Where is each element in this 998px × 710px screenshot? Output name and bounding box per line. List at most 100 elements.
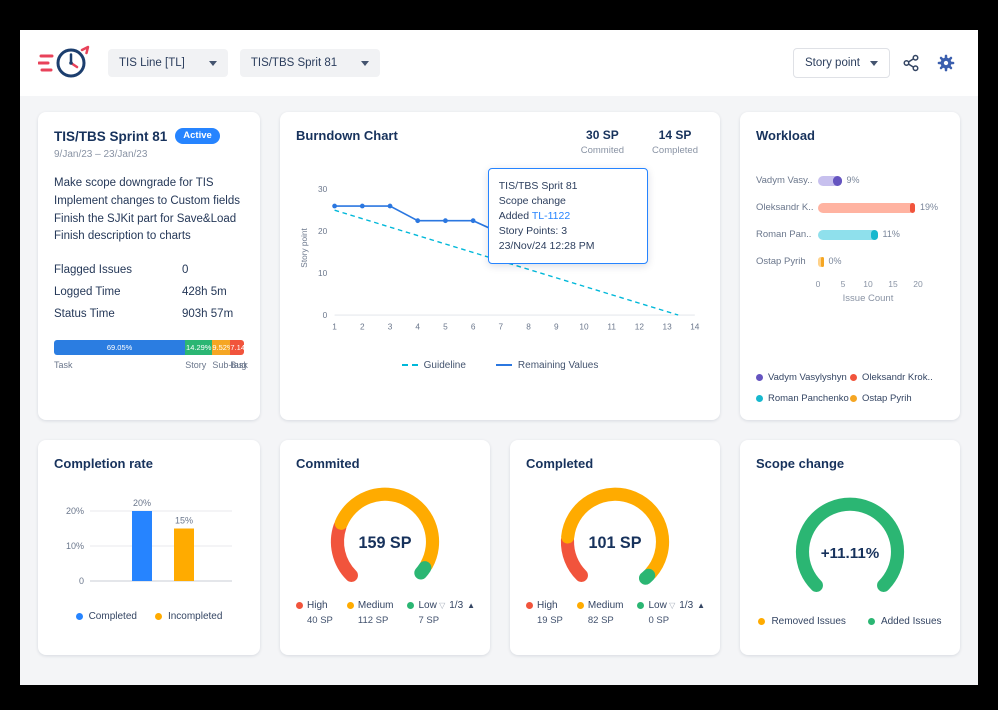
workload-pct-label: 0%: [828, 255, 842, 266]
legend-label: Incompleted: [167, 611, 223, 622]
svg-text:7: 7: [499, 323, 504, 332]
scope-change-gauge-plot: +11.11%: [795, 497, 905, 592]
page-down-icon[interactable]: ▽: [669, 601, 676, 611]
legend-dot: [758, 618, 766, 626]
page-up-icon[interactable]: ▲: [467, 601, 476, 611]
legend-dot: [154, 613, 162, 620]
stat-value: 428h 5m: [182, 286, 227, 299]
unit-select[interactable]: Story point: [793, 48, 890, 78]
workload-title: Workload: [756, 128, 815, 143]
tooltip-story-points: Story Points: 3: [498, 225, 568, 237]
legend-item: Guideline: [401, 360, 466, 371]
legend-dot: [75, 613, 83, 620]
issue-type-label: Sub-task: [212, 360, 248, 371]
workload-pct-label: 9%: [846, 174, 860, 185]
svg-text:0: 0: [79, 576, 84, 586]
legend-dot: [867, 618, 875, 626]
gear-icon: [937, 54, 955, 72]
issue-type-labels: Task Story Sub-task Bug: [54, 360, 248, 371]
svg-text:14: 14: [690, 323, 700, 332]
workload-pct-label: 11%: [882, 228, 900, 239]
committed-label: Commited: [580, 145, 625, 156]
svg-text:101 SP: 101 SP: [588, 534, 641, 552]
burndown-tooltip: TIS/TBS Sprit 81 Scope change Added TL-1…: [487, 168, 648, 264]
issue-type-segment: 7.14%: [230, 340, 244, 356]
sprint-goal: Make scope downgrade for TIS Implement c…: [54, 175, 244, 246]
sprint-select[interactable]: TIS/TBS Sprit 81: [239, 49, 381, 77]
svg-text:30: 30: [318, 185, 328, 194]
stat-row: Status Time 903h 57m: [54, 308, 244, 320]
legend-name-row: High: [526, 600, 563, 611]
completed-stat: 14 SP Completed: [652, 128, 698, 156]
legend-line-sample: [401, 364, 418, 367]
issue-type-label: Task: [54, 360, 73, 371]
commited-card: Commited 159 SP High 40 SP Medium 112 SP Low…: [280, 440, 490, 655]
burndown-header: Burndown Chart 30 SP Commited 14 SP Comp…: [296, 128, 704, 156]
legend-item: Roman Panchenko: [756, 393, 850, 404]
legend-item: Vadym Vasylyshyn: [756, 372, 850, 383]
svg-text:6: 6: [471, 323, 476, 332]
legend-label: Completed: [88, 611, 137, 622]
completed-label: Completed: [652, 145, 698, 156]
issue-link[interactable]: TL-1122: [531, 210, 571, 222]
legend-item: Added Issues: [867, 616, 942, 627]
board-select[interactable]: TIS Line [TL]: [108, 49, 228, 77]
workload-bar-zone: 0%: [818, 255, 918, 267]
issue-type-segment: 9.52%: [212, 340, 231, 356]
completed-legend: High 19 SP Medium 82 SP Low 0 SP ▽ 1/3 ▲: [526, 600, 705, 627]
legend-item: Medium 82 SP: [576, 600, 624, 626]
tooltip-added-prefix: Added: [498, 210, 530, 222]
sprint-goal-line: Make scope downgrade for TIS: [54, 177, 214, 189]
legend-value: 19 SP: [537, 615, 563, 627]
scope-change-gauge: +11.11%: [756, 483, 944, 608]
completion-rate-title: Completion rate: [54, 456, 153, 471]
scope-change-legend: Removed Issues Added Issues: [756, 616, 944, 627]
legend-item: Completed: [75, 611, 137, 622]
sprint-summary-card: TIS/TBS Sprint 81 Active 9/Jan/23 – 23/J…: [38, 112, 260, 420]
settings-button[interactable]: [932, 49, 960, 77]
svg-text:8: 8: [526, 323, 531, 332]
legend-label: Low: [648, 600, 667, 612]
legend-name-row: Low: [637, 600, 669, 611]
legend-dot: [756, 374, 763, 381]
issue-type-segment: 69.05%: [54, 340, 186, 356]
dashboard-grid: TIS/TBS Sprint 81 Active 9/Jan/23 – 23/J…: [20, 96, 978, 671]
stat-label: Flagged Issues: [54, 264, 132, 277]
legend-value: 0 SP: [648, 615, 670, 627]
share-button[interactable]: [898, 50, 924, 76]
page-down-icon[interactable]: ▽: [439, 601, 446, 611]
completion-rate-legend: Completed Incompleted: [54, 611, 244, 622]
chevron-down-icon: [870, 60, 878, 66]
legend-item: Oleksandr Krok..: [850, 372, 944, 383]
legend-name-row: Medium: [576, 600, 624, 612]
workload-bar-cap: [909, 202, 915, 213]
board-select-value: TIS Line [TL]: [119, 57, 185, 69]
stat-row: Flagged Issues 0: [54, 264, 244, 276]
workload-x-axis-label: Issue Count: [842, 293, 894, 304]
committed-stat: 30 SP Commited: [581, 128, 624, 156]
svg-text:5: 5: [443, 323, 448, 332]
scope-change-card: Scope change +11.11% Removed Issues Added…: [740, 440, 960, 655]
workload-bar-zone: 9%: [818, 174, 918, 186]
tooltip-added-line: Added TL-1122: [499, 210, 637, 222]
dashboard-app: TIS Line [TL] TIS/TBS Sprit 81 Story poi…: [20, 30, 978, 685]
speed-clock-icon: [38, 45, 90, 78]
sprint-select-value: TIS/TBS Sprit 81: [250, 57, 338, 69]
workload-row: Vadym Vasy.. 9%: [756, 167, 944, 194]
completed-card: Completed 101 SP High 19 SP Medium 82 SP Low…: [510, 440, 720, 655]
committed-value: 30 SP: [586, 128, 619, 142]
sprint-goal-line: Finish the SJKit part for Save&Load: [54, 212, 237, 225]
legend-pager[interactable]: ▽ 1/3 ▲: [669, 600, 705, 611]
legend-pager[interactable]: ▽ 1/3 ▲: [439, 600, 475, 611]
legend-label: Medium: [587, 600, 624, 612]
svg-text:20: 20: [318, 227, 328, 236]
burndown-chart[interactable]: 0 10 20 30 1 2 3 4 5 6 7 8 9 10 11 12 13 14 Story point TI…: [296, 168, 704, 352]
page-up-icon[interactable]: ▲: [697, 601, 706, 611]
scope-change-title: Scope change: [756, 456, 845, 471]
sprint-status-badge: Active: [175, 128, 220, 144]
svg-text:1: 1: [332, 323, 337, 332]
completion-rate-card: Completion rate 0 10% 20% 20% 15% Completed I…: [38, 440, 260, 655]
svg-text:+11.11%: +11.11%: [821, 545, 880, 562]
workload-bar: [818, 202, 915, 213]
tooltip-event: Scope change: [498, 195, 566, 207]
